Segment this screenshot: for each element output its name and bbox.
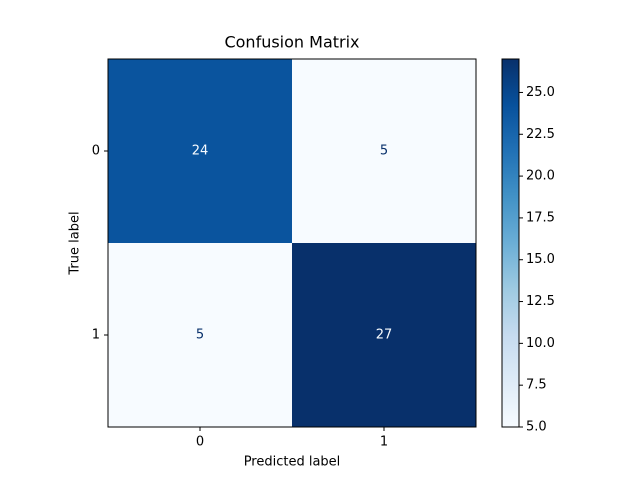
- cell-label: 27: [376, 328, 393, 343]
- colorbar-tick-label: 5.0: [526, 420, 547, 435]
- cell-label: 5: [196, 328, 204, 343]
- x-axis-label: Predicted label: [244, 455, 341, 470]
- heatmap-cell: [292, 59, 476, 243]
- heatmap-cell: [108, 59, 292, 243]
- heatmap-cell: [108, 243, 292, 427]
- colorbar-tick-label: 7.5: [526, 378, 547, 393]
- cell-label: 5: [380, 144, 388, 159]
- colorbar-tick-label: 22.5: [526, 127, 555, 142]
- colorbar-tick-label: 17.5: [526, 210, 555, 225]
- x-tick-label: 0: [196, 435, 204, 450]
- colorbar: [501, 58, 520, 428]
- heatmap-cell: [292, 243, 476, 427]
- chart-title: Confusion Matrix: [224, 33, 359, 52]
- colorbar-tick-label: 25.0: [526, 85, 555, 100]
- y-axis-label: True label: [68, 211, 83, 275]
- colorbar-tick-label: 15.0: [526, 252, 555, 267]
- y-tick-label: 1: [92, 328, 100, 343]
- cell-label: 24: [192, 144, 209, 159]
- x-tick-label: 1: [380, 435, 388, 450]
- colorbar-tick-label: 12.5: [526, 294, 555, 309]
- y-tick-label: 0: [92, 144, 100, 159]
- colorbar-tick-label: 10.0: [526, 336, 555, 351]
- plot-frame: [107, 58, 477, 428]
- colorbar-tick-label: 20.0: [526, 169, 555, 184]
